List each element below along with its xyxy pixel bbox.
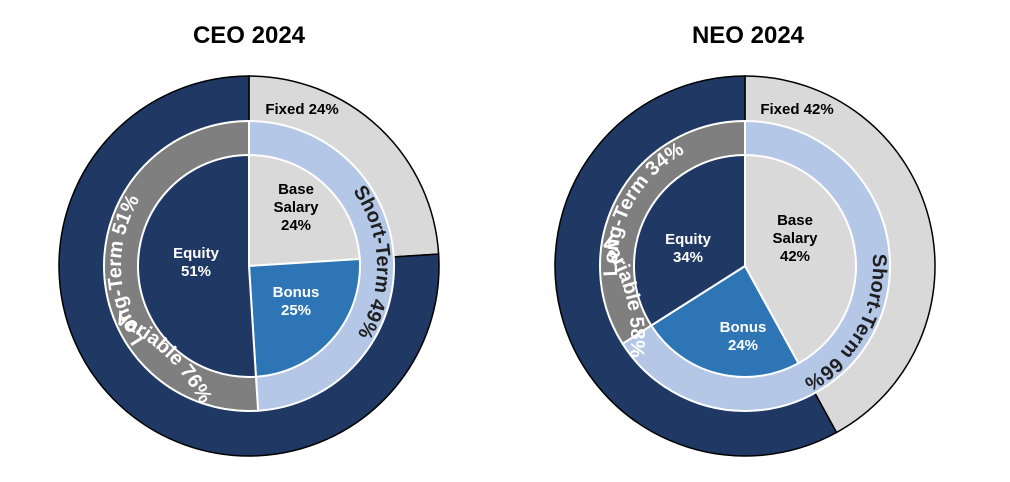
ceo-label-bonus: Bonus 25%: [273, 284, 320, 319]
ceo-inner-slice-bonus: [247, 257, 361, 378]
ceo-chart: Fixed 24%Variable 76%Short-Term 49%Long-…: [58, 75, 440, 457]
ceo-label-base-salary: Base Salary 24%: [273, 181, 319, 234]
ceo-inner-slice-equity: [137, 153, 258, 378]
ceo-inner-slice-base-salary: [248, 153, 361, 268]
neo-label-bonus: Bonus 24%: [720, 319, 767, 354]
neo-label-equity: Equity 34%: [665, 231, 711, 266]
neo-inner-slice-base-salary: [744, 153, 857, 365]
neo-label-base-salary: Base Salary 42%: [772, 212, 818, 265]
neo-label-fixed: Fixed 42%: [760, 101, 833, 118]
ceo-label-fixed: Fixed 24%: [265, 101, 338, 118]
chart-title-ceo: CEO 2024: [192, 22, 306, 49]
neo-inner-slice-equity: [633, 153, 746, 327]
neo-chart: Fixed 42%Variable 58%Short-Term 66%Long-…: [554, 75, 936, 457]
chart-title-neo: NEO 2024: [691, 22, 805, 49]
ceo-label-equity: Equity 51%: [173, 245, 219, 280]
neo-inner-slice-bonus: [649, 264, 800, 378]
